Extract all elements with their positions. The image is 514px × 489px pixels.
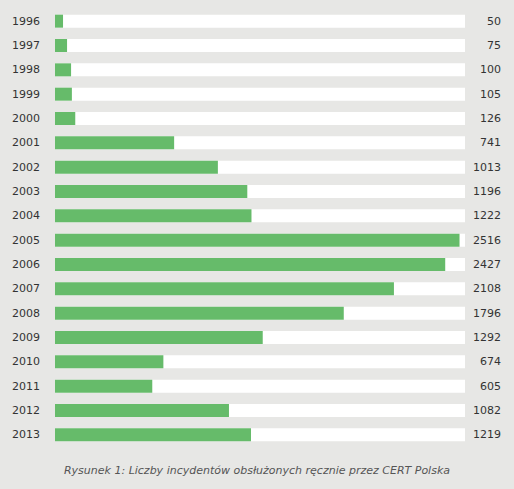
svg-text:100: 100 bbox=[480, 63, 501, 76]
svg-text:75: 75 bbox=[487, 39, 501, 52]
svg-text:741: 741 bbox=[480, 136, 501, 149]
svg-text:2011: 2011 bbox=[12, 380, 40, 393]
svg-text:Rysunek 1: Liczby incydentów o: Rysunek 1: Liczby incydentów obsłużonych… bbox=[64, 464, 450, 477]
svg-text:1998: 1998 bbox=[12, 63, 40, 76]
svg-text:2010: 2010 bbox=[12, 355, 40, 368]
svg-text:2002: 2002 bbox=[12, 161, 40, 174]
svg-text:2001: 2001 bbox=[12, 136, 40, 149]
svg-text:1196: 1196 bbox=[473, 185, 501, 198]
svg-text:2007: 2007 bbox=[12, 282, 40, 295]
svg-text:1996: 1996 bbox=[12, 15, 40, 28]
svg-text:1082: 1082 bbox=[473, 404, 501, 417]
svg-text:1796: 1796 bbox=[473, 307, 501, 320]
svg-text:1222: 1222 bbox=[473, 209, 501, 222]
svg-text:2005: 2005 bbox=[12, 234, 40, 247]
svg-text:105: 105 bbox=[480, 88, 501, 101]
svg-text:50: 50 bbox=[487, 15, 501, 28]
svg-text:605: 605 bbox=[480, 380, 501, 393]
svg-text:2427: 2427 bbox=[473, 258, 501, 271]
svg-text:2003: 2003 bbox=[12, 185, 40, 198]
svg-text:1219: 1219 bbox=[473, 428, 501, 441]
svg-text:126: 126 bbox=[480, 112, 501, 125]
svg-text:2000: 2000 bbox=[12, 112, 40, 125]
svg-text:1013: 1013 bbox=[473, 161, 501, 174]
svg-text:674: 674 bbox=[480, 355, 501, 368]
svg-text:2008: 2008 bbox=[12, 307, 40, 320]
svg-text:2516: 2516 bbox=[473, 234, 501, 247]
svg-text:1999: 1999 bbox=[12, 88, 40, 101]
svg-text:1997: 1997 bbox=[12, 39, 40, 52]
svg-text:2006: 2006 bbox=[12, 258, 40, 271]
svg-text:2004: 2004 bbox=[12, 209, 40, 222]
svg-text:2108: 2108 bbox=[473, 282, 501, 295]
svg-text:1292: 1292 bbox=[473, 331, 501, 344]
svg-text:2012: 2012 bbox=[12, 404, 40, 417]
svg-text:2013: 2013 bbox=[12, 428, 40, 441]
svg-text:2009: 2009 bbox=[12, 331, 40, 344]
